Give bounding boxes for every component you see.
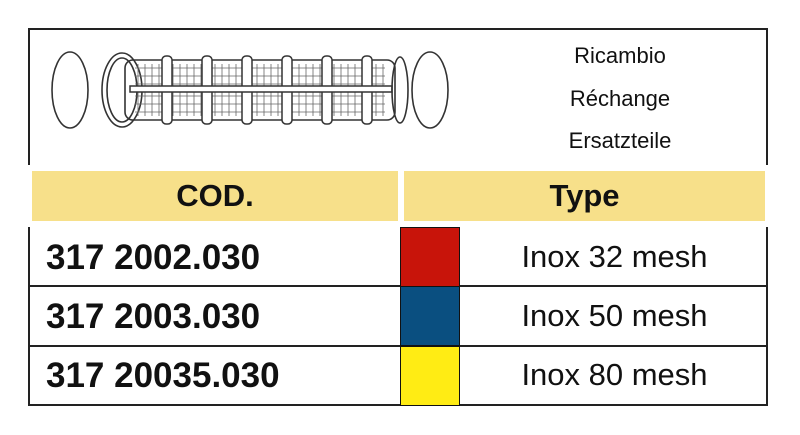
column-header-type-label: Type: [549, 178, 620, 213]
color-swatch-blue: [400, 286, 460, 346]
spare-part-label-it: Ricambio: [574, 43, 666, 68]
spare-part-label-de: Ersatzteile: [568, 128, 672, 153]
product-code: 317 20035.030: [46, 356, 280, 395]
column-header-code-label: COD.: [176, 178, 254, 213]
product-code: 317 2003.030: [46, 297, 261, 336]
top-border: [28, 28, 768, 30]
row-divider: [28, 285, 768, 287]
color-swatch-red: [400, 227, 460, 287]
column-header-type: Type: [404, 171, 765, 221]
product-type: Inox 80 mesh: [521, 357, 708, 392]
bottom-border: [28, 404, 768, 406]
color-swatch-yellow: [400, 346, 460, 406]
left-border-top: [28, 28, 30, 165]
right-border-table: [766, 227, 768, 406]
left-border-table: [28, 227, 30, 406]
spare-part-label-fr: Réchange: [569, 86, 671, 111]
right-border-top: [766, 28, 768, 165]
column-header-code: COD.: [32, 171, 398, 221]
row-divider: [28, 345, 768, 347]
product-code: 317 2002.030: [46, 238, 261, 277]
product-type: Inox 32 mesh: [521, 239, 708, 274]
product-type: Inox 50 mesh: [521, 298, 708, 333]
filter-cartridge-with-o-rings-icon: [51, 51, 449, 129]
